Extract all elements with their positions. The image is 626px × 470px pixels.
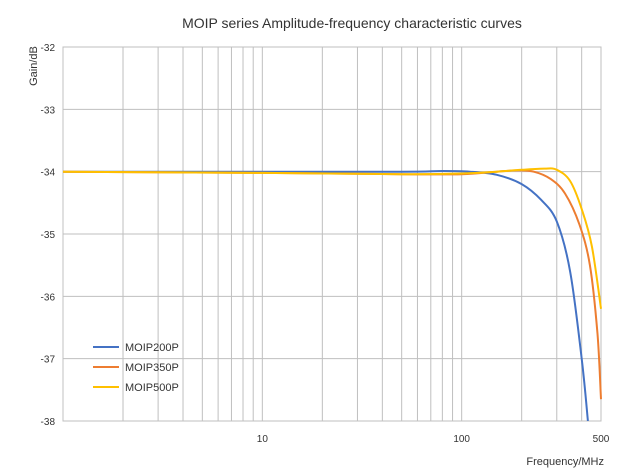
legend-label-moip200p: MOIP200P <box>125 342 179 354</box>
text-layer: MOIP series Amplitude-frequency characte… <box>28 15 610 468</box>
y-tick-label: -32 <box>41 43 56 54</box>
y-tick-label: -38 <box>41 417 56 428</box>
y-tick-label: -37 <box>41 355 56 366</box>
series-line-moip500p <box>63 167 602 309</box>
legend: MOIP200P MOIP350P MOIP500P <box>93 342 179 394</box>
x-tick-label: 10 <box>257 434 269 445</box>
y-axis-label: Gain/dB <box>28 46 40 86</box>
grid <box>62 46 602 422</box>
series-layer <box>63 167 602 421</box>
y-tick-label: -35 <box>41 230 56 241</box>
chart-title: MOIP series Amplitude-frequency characte… <box>182 15 522 31</box>
x-tick-label: 100 <box>453 434 470 445</box>
y-tick-label: -34 <box>41 168 56 179</box>
series-line-moip200p <box>63 169 589 421</box>
x-tick-label: 500 <box>593 434 610 445</box>
y-tick-label: -33 <box>41 105 56 116</box>
x-axis-label: Frequency/MHz <box>526 456 604 468</box>
legend-label-moip350p: MOIP350P <box>125 362 179 374</box>
legend-label-moip500p: MOIP500P <box>125 382 179 394</box>
y-tick-label: -36 <box>41 292 56 303</box>
